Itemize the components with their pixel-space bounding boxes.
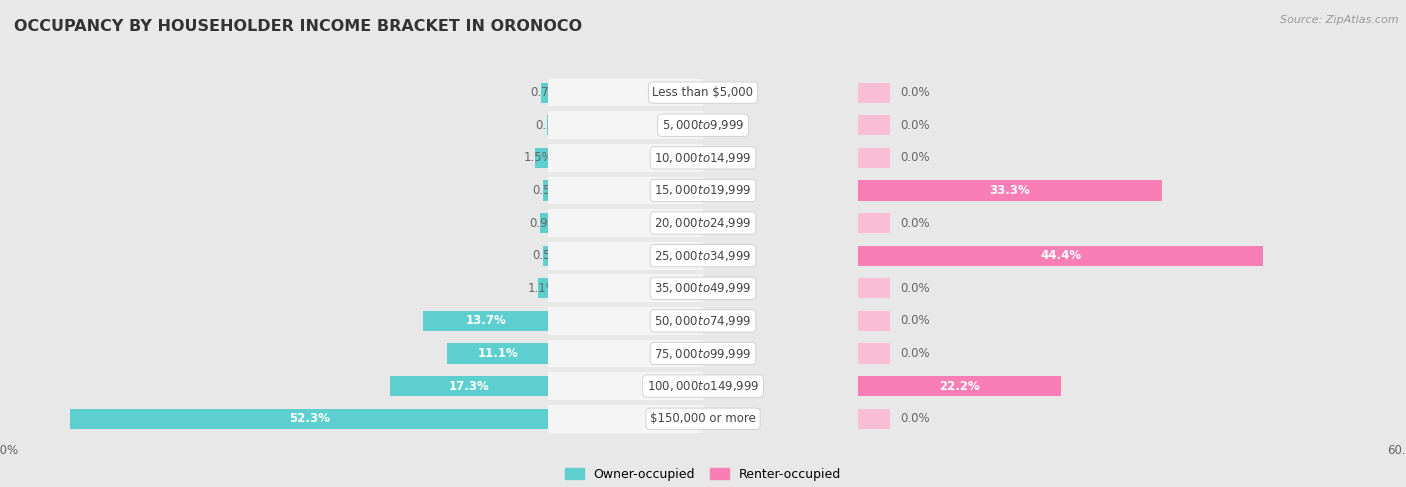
Text: Less than $5,000: Less than $5,000 bbox=[652, 86, 754, 99]
Legend: Owner-occupied, Renter-occupied: Owner-occupied, Renter-occupied bbox=[565, 468, 841, 481]
Bar bbox=[858, 213, 890, 233]
Bar bbox=[0, 144, 703, 172]
Bar bbox=[548, 177, 1406, 205]
Text: 0.94%: 0.94% bbox=[529, 217, 567, 229]
Text: 0.0%: 0.0% bbox=[901, 86, 931, 99]
Bar bbox=[0, 307, 858, 335]
Text: 0.19%: 0.19% bbox=[536, 119, 572, 131]
Bar bbox=[548, 242, 1406, 269]
Text: $20,000 to $24,999: $20,000 to $24,999 bbox=[654, 216, 752, 230]
Bar bbox=[548, 339, 1406, 367]
Bar bbox=[534, 148, 548, 168]
Bar bbox=[0, 275, 858, 302]
Bar bbox=[548, 275, 1406, 302]
Bar bbox=[858, 278, 890, 299]
Bar bbox=[0, 242, 858, 269]
Text: 0.0%: 0.0% bbox=[901, 412, 931, 425]
Bar bbox=[548, 372, 1406, 400]
Bar bbox=[0, 79, 858, 107]
Text: 0.0%: 0.0% bbox=[901, 151, 931, 164]
Bar bbox=[540, 213, 548, 233]
Bar bbox=[543, 245, 548, 266]
Text: 17.3%: 17.3% bbox=[449, 380, 489, 393]
Text: $5,000 to $9,999: $5,000 to $9,999 bbox=[662, 118, 744, 132]
Bar bbox=[0, 209, 703, 237]
Bar bbox=[548, 209, 1406, 237]
Bar bbox=[0, 405, 703, 432]
Text: $75,000 to $99,999: $75,000 to $99,999 bbox=[654, 347, 752, 360]
Bar bbox=[0, 405, 858, 432]
Text: $150,000 or more: $150,000 or more bbox=[650, 412, 756, 425]
Bar bbox=[0, 177, 858, 205]
Text: $50,000 to $74,999: $50,000 to $74,999 bbox=[654, 314, 752, 328]
Text: $15,000 to $19,999: $15,000 to $19,999 bbox=[654, 184, 752, 197]
Bar bbox=[541, 82, 548, 103]
Text: Source: ZipAtlas.com: Source: ZipAtlas.com bbox=[1281, 15, 1399, 25]
Text: 0.0%: 0.0% bbox=[901, 217, 931, 229]
Bar bbox=[548, 79, 1406, 107]
Text: 52.3%: 52.3% bbox=[288, 412, 330, 425]
Bar bbox=[0, 372, 703, 400]
Text: 0.0%: 0.0% bbox=[901, 282, 931, 295]
Text: 0.0%: 0.0% bbox=[901, 347, 931, 360]
Bar bbox=[548, 144, 1406, 172]
Bar bbox=[0, 275, 703, 302]
Bar bbox=[858, 245, 1264, 266]
Bar bbox=[858, 311, 890, 331]
Bar bbox=[0, 112, 858, 139]
Bar bbox=[858, 376, 1060, 396]
Bar bbox=[547, 115, 548, 135]
Bar bbox=[548, 307, 1406, 335]
Text: 11.1%: 11.1% bbox=[477, 347, 517, 360]
Bar bbox=[0, 242, 703, 269]
Text: 1.1%: 1.1% bbox=[527, 282, 557, 295]
Bar bbox=[0, 177, 703, 205]
Text: 13.7%: 13.7% bbox=[465, 315, 506, 327]
Bar bbox=[0, 307, 703, 335]
Bar bbox=[548, 405, 1406, 432]
Bar bbox=[538, 278, 548, 299]
Bar bbox=[0, 339, 858, 367]
Text: 0.0%: 0.0% bbox=[901, 315, 931, 327]
Text: 44.4%: 44.4% bbox=[1040, 249, 1081, 262]
Text: 1.5%: 1.5% bbox=[523, 151, 554, 164]
Text: 0.0%: 0.0% bbox=[901, 119, 931, 131]
Text: $25,000 to $34,999: $25,000 to $34,999 bbox=[654, 249, 752, 262]
Bar bbox=[0, 209, 858, 237]
Bar bbox=[858, 343, 890, 364]
Bar bbox=[858, 115, 890, 135]
Text: $100,000 to $149,999: $100,000 to $149,999 bbox=[647, 379, 759, 393]
Bar bbox=[423, 311, 548, 331]
Text: OCCUPANCY BY HOUSEHOLDER INCOME BRACKET IN ORONOCO: OCCUPANCY BY HOUSEHOLDER INCOME BRACKET … bbox=[14, 19, 582, 34]
Text: 33.3%: 33.3% bbox=[990, 184, 1031, 197]
Bar bbox=[858, 148, 890, 168]
Text: 0.56%: 0.56% bbox=[533, 249, 569, 262]
Bar bbox=[858, 409, 890, 429]
Bar bbox=[0, 372, 858, 400]
Bar bbox=[858, 82, 890, 103]
Text: 0.56%: 0.56% bbox=[533, 184, 569, 197]
Bar bbox=[447, 343, 548, 364]
Bar bbox=[391, 376, 548, 396]
Bar bbox=[858, 180, 1161, 201]
Bar bbox=[0, 144, 858, 172]
Text: $10,000 to $14,999: $10,000 to $14,999 bbox=[654, 151, 752, 165]
Bar bbox=[0, 112, 703, 139]
Bar bbox=[548, 112, 1406, 139]
Bar bbox=[0, 79, 703, 107]
Text: 22.2%: 22.2% bbox=[939, 380, 980, 393]
Bar bbox=[70, 409, 548, 429]
Text: 0.75%: 0.75% bbox=[530, 86, 568, 99]
Bar bbox=[543, 180, 548, 201]
Bar bbox=[0, 339, 703, 367]
Text: $35,000 to $49,999: $35,000 to $49,999 bbox=[654, 281, 752, 295]
